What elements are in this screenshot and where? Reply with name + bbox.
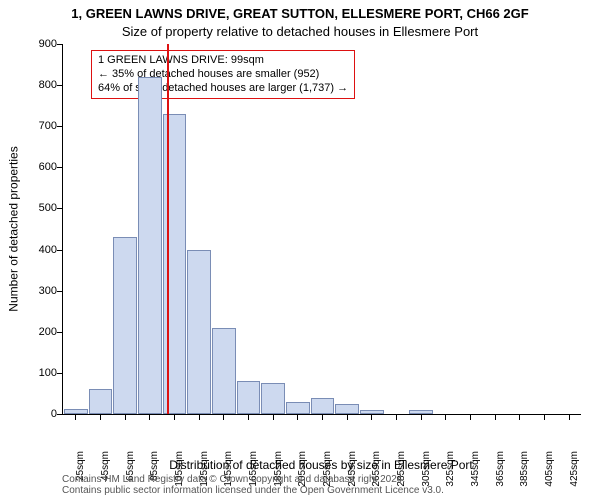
annotation-line2: ← 35% of detached houses are smaller (95… <box>98 68 348 82</box>
y-tick <box>57 291 63 292</box>
histogram-bar <box>335 404 359 414</box>
histogram-bar <box>187 250 211 414</box>
x-tick <box>199 414 200 420</box>
y-tick <box>57 332 63 333</box>
y-tick-label: 0 <box>21 408 57 420</box>
x-tick <box>421 414 422 420</box>
x-axis-label: Distribution of detached houses by size … <box>62 458 580 472</box>
y-tick <box>57 250 63 251</box>
annotation-box: 1 GREEN LAWNS DRIVE: 99sqm ← 35% of deta… <box>91 50 355 99</box>
x-tick <box>495 414 496 420</box>
y-tick <box>57 208 63 209</box>
chart-title-line2: Size of property relative to detached ho… <box>0 24 600 39</box>
x-tick <box>75 414 76 420</box>
histogram-bar <box>113 237 137 414</box>
marker-line <box>167 44 169 414</box>
y-tick-label: 500 <box>21 202 57 214</box>
histogram-bar <box>89 389 113 414</box>
x-tick <box>273 414 274 420</box>
y-tick-label: 200 <box>21 326 57 338</box>
y-tick-label: 600 <box>21 161 57 173</box>
x-tick <box>371 414 372 420</box>
y-tick <box>57 167 63 168</box>
histogram-bar <box>138 77 162 414</box>
x-tick <box>396 414 397 420</box>
y-axis-label: Number of detached properties <box>6 44 22 414</box>
y-tick-label: 900 <box>21 38 57 50</box>
footer-attribution: Contains HM Land Registry data © Crown c… <box>62 474 580 496</box>
x-tick <box>100 414 101 420</box>
x-tick <box>519 414 520 420</box>
y-tick-label: 300 <box>21 285 57 297</box>
histogram-bar <box>212 328 236 414</box>
y-tick-label: 800 <box>21 79 57 91</box>
x-tick <box>125 414 126 420</box>
x-tick <box>174 414 175 420</box>
x-tick <box>297 414 298 420</box>
x-tick <box>248 414 249 420</box>
y-tick-label: 100 <box>21 367 57 379</box>
x-tick <box>470 414 471 420</box>
histogram-bar <box>311 398 335 414</box>
histogram-bar <box>237 381 261 414</box>
plot-area: 1 GREEN LAWNS DRIVE: 99sqm ← 35% of deta… <box>62 44 581 415</box>
y-tick-label: 400 <box>21 244 57 256</box>
y-tick <box>57 373 63 374</box>
x-tick <box>569 414 570 420</box>
x-tick <box>544 414 545 420</box>
chart-title-line1: 1, GREEN LAWNS DRIVE, GREAT SUTTON, ELLE… <box>0 6 600 21</box>
x-tick <box>322 414 323 420</box>
x-tick <box>223 414 224 420</box>
x-tick <box>445 414 446 420</box>
histogram-bar <box>261 383 285 414</box>
histogram-bar <box>286 402 310 414</box>
y-tick-label: 700 <box>21 120 57 132</box>
y-tick <box>57 126 63 127</box>
footer-line1: Contains HM Land Registry data © Crown c… <box>62 474 580 485</box>
y-tick <box>57 44 63 45</box>
y-tick <box>57 414 63 415</box>
x-tick <box>347 414 348 420</box>
footer-line2: Contains public sector information licen… <box>62 485 580 496</box>
y-tick <box>57 85 63 86</box>
annotation-line1: 1 GREEN LAWNS DRIVE: 99sqm <box>98 54 348 68</box>
x-tick <box>149 414 150 420</box>
chart-container: 1, GREEN LAWNS DRIVE, GREAT SUTTON, ELLE… <box>0 0 600 500</box>
annotation-line3: 64% of semi-detached houses are larger (… <box>98 82 348 96</box>
